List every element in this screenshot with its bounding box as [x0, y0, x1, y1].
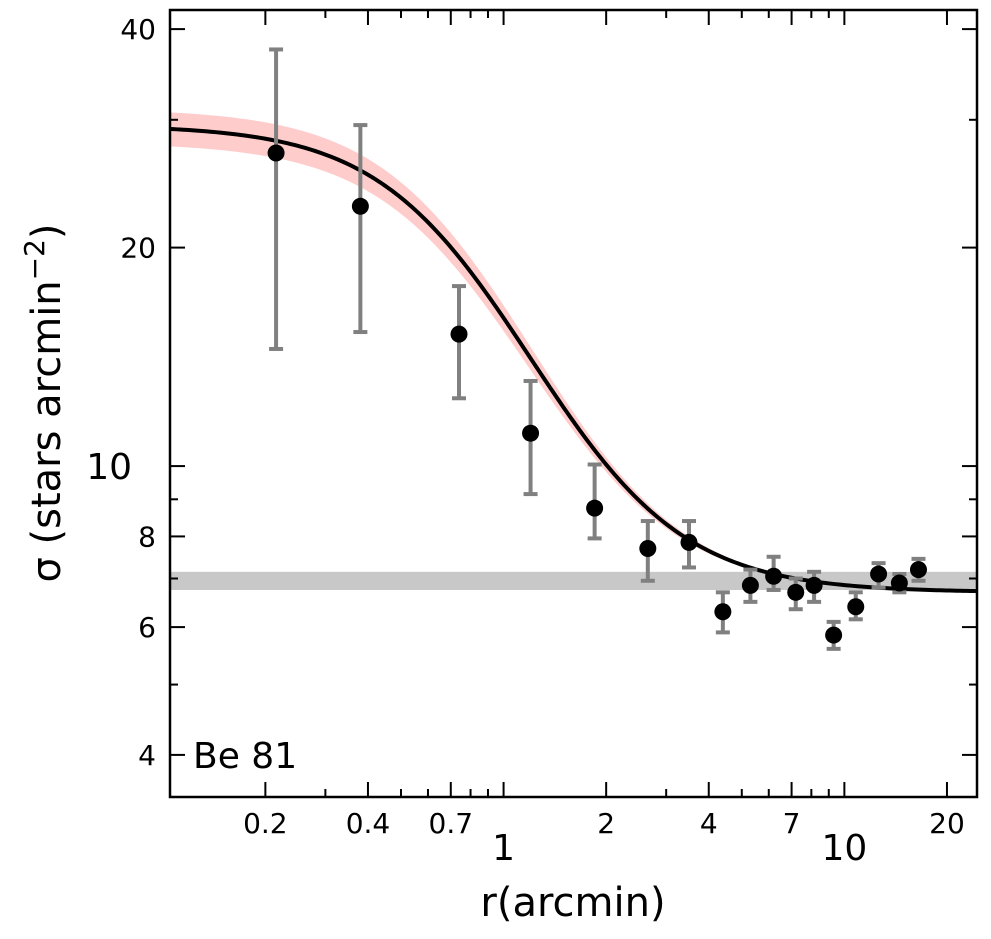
data-point-13 — [847, 598, 865, 616]
errorbars-group — [269, 47, 926, 651]
king-profile-fit-line — [170, 126, 977, 594]
data-point-0 — [267, 144, 285, 162]
x-tick-label-0: 0.2 — [243, 807, 288, 840]
axis-ticks-group — [170, 10, 977, 797]
cluster-name-label: Be 81 — [193, 736, 297, 777]
x-axis-title: r(arcmin) — [480, 880, 665, 926]
y-tick-label-3: 10 — [86, 447, 132, 488]
x-tick-label-2: 0.7 — [429, 807, 474, 840]
data-point-12 — [825, 626, 843, 644]
x-tick-label-6: 7 — [783, 807, 801, 840]
data-point-6 — [680, 533, 698, 551]
y-tick-label-5: 40 — [120, 13, 156, 46]
y-tick-label-2: 8 — [138, 520, 156, 553]
data-points-group — [267, 144, 927, 644]
data-point-7 — [714, 603, 732, 621]
data-point-2 — [450, 325, 468, 343]
x-tick-label-7: 10 — [821, 828, 867, 869]
data-point-3 — [522, 424, 540, 442]
x-tick-label-4: 2 — [597, 807, 615, 840]
y-axis-title: σ (stars arcmin−2) — [18, 223, 70, 582]
y-axis-title-main: σ (stars arcmin — [24, 280, 70, 582]
plot-area — [170, 47, 977, 651]
y-tick-label-0: 4 — [138, 739, 156, 772]
fit-uncertainty-band — [170, 112, 977, 592]
x-tick-label-8: 20 — [929, 807, 965, 840]
data-point-4 — [586, 499, 604, 517]
data-point-8 — [741, 576, 759, 594]
y-tick-label-4: 20 — [120, 232, 156, 265]
y-axis-title-superscript: −2 — [18, 239, 51, 280]
y-axis-title-close: ) — [24, 223, 70, 239]
data-point-15 — [890, 574, 908, 592]
data-point-1 — [351, 197, 369, 215]
data-point-14 — [870, 565, 888, 583]
data-point-5 — [639, 539, 657, 557]
data-point-16 — [909, 561, 927, 579]
y-tick-label-1: 6 — [138, 611, 156, 644]
data-point-10 — [787, 583, 805, 601]
x-tick-label-3: 1 — [492, 828, 515, 869]
x-tick-label-1: 0.4 — [346, 807, 391, 840]
data-point-9 — [765, 567, 783, 585]
plot-frame — [168, 8, 979, 799]
x-tick-label-5: 4 — [700, 807, 718, 840]
data-point-11 — [805, 576, 823, 594]
